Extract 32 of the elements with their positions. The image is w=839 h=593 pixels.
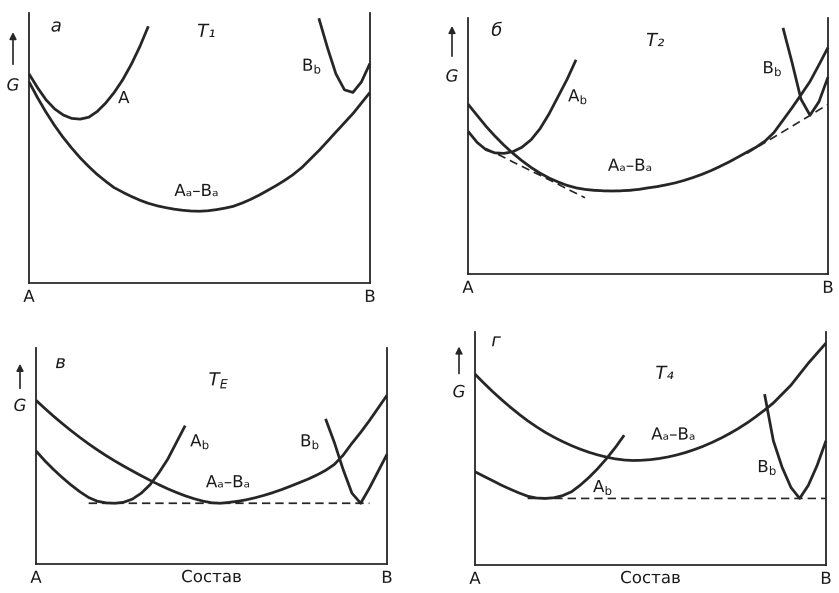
y-axis-title: G bbox=[453, 384, 465, 398]
text: в bbox=[56, 358, 65, 368]
x-tick-label: B bbox=[824, 280, 833, 293]
y-axis-title: G bbox=[446, 69, 458, 82]
series-label: Aₐ–Bₐ bbox=[206, 475, 250, 488]
series-label: A bbox=[118, 90, 130, 104]
chart-title: T$_{E}$ bbox=[209, 372, 228, 388]
series-label: B$_{b}$ bbox=[764, 61, 781, 76]
series-label: A$_{b}$ bbox=[568, 89, 586, 104]
series-label: Aₐ–Bₐ bbox=[651, 427, 694, 440]
series-label: B$_{b}$ bbox=[304, 58, 320, 74]
annotation: б bbox=[492, 22, 502, 36]
series-label: B$_{b}$ bbox=[758, 460, 776, 476]
text: T₄ bbox=[656, 366, 674, 379]
x-axis-title: Состав bbox=[621, 570, 680, 584]
series-label: Aₐ–Bₐ bbox=[174, 184, 218, 196]
series-label: A$_{b}$ bbox=[593, 480, 612, 496]
x-tick-label: A bbox=[30, 570, 42, 583]
x-tick-label: B bbox=[366, 290, 375, 302]
annotation: г bbox=[492, 336, 501, 346]
series-label: Aₐ–Bₐ bbox=[608, 158, 652, 171]
annotation: а bbox=[51, 21, 61, 32]
y-axis-title: G bbox=[14, 398, 26, 412]
series-label: B$_{b}$ bbox=[302, 434, 318, 450]
x-tick-label: B bbox=[382, 570, 392, 583]
series-label: A$_{b}$ bbox=[190, 434, 208, 450]
x-tick-label: A bbox=[469, 572, 481, 584]
y-axis-title: G bbox=[7, 78, 19, 91]
chart-title: T₂ bbox=[646, 32, 664, 46]
chart-title: T₁ bbox=[198, 24, 214, 37]
x-axis-title: Состав bbox=[182, 570, 241, 582]
x-tick-label: B bbox=[822, 572, 831, 584]
